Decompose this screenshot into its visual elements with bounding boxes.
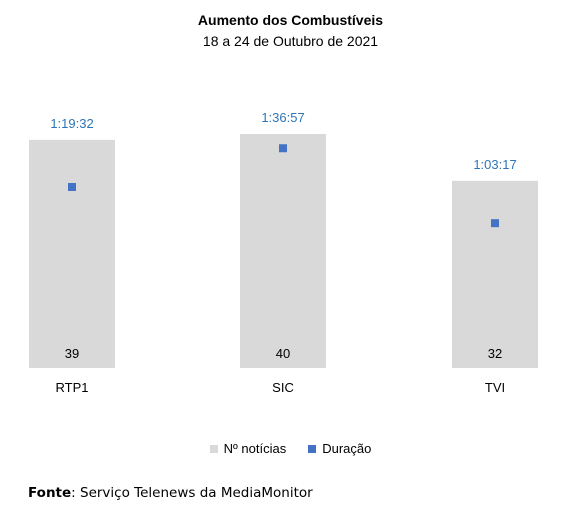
duration-label-rtp1: 1:19:32 <box>50 116 93 131</box>
duration-marker-tvi <box>491 219 499 228</box>
bar-value-tvi: 32 <box>488 346 502 361</box>
chart-legend: Nº notícias Duração <box>0 441 581 456</box>
source-text: : Serviço Telenews da MediaMonitor <box>71 485 313 501</box>
duration-label-sic: 1:36:57 <box>261 110 304 125</box>
duration-label-tvi: 1:03:17 <box>473 157 516 172</box>
bar-rtp1 <box>29 139 115 368</box>
chart-title: Aumento dos Combustíveis <box>197 12 384 28</box>
legend-label-noticias: Nº notícias <box>223 441 287 456</box>
source-label: Fonte <box>28 485 72 501</box>
duration-marker-sic <box>279 144 287 153</box>
bar-value-rtp1: 39 <box>65 346 79 361</box>
source-note: Fonte: Serviço Telenews da MediaMonitor <box>28 485 313 501</box>
x-tick-rtp1: RTP1 <box>56 380 89 395</box>
duration-marker-rtp1 <box>68 183 76 191</box>
x-tick-sic: SIC <box>272 380 294 395</box>
legend-item-noticias: Nº notícias <box>209 441 287 456</box>
bar-tvi <box>452 180 538 368</box>
chart-subtitle: 18 a 24 de Outubro de 2021 <box>202 33 379 49</box>
legend-label-duracao: Duração <box>322 441 372 456</box>
legend-swatch-noticias <box>209 444 218 453</box>
bar-value-sic: 40 <box>276 346 290 361</box>
legend-swatch-duracao <box>308 444 317 453</box>
bar-sic <box>240 134 326 368</box>
chart-plot-area: 39 RTP1 1:19:32 40 SIC 1:36:57 32 TVI 1:03:17 <box>29 110 538 395</box>
legend-item-duracao: Duração <box>308 441 371 456</box>
x-tick-tvi: TVI <box>485 380 505 395</box>
